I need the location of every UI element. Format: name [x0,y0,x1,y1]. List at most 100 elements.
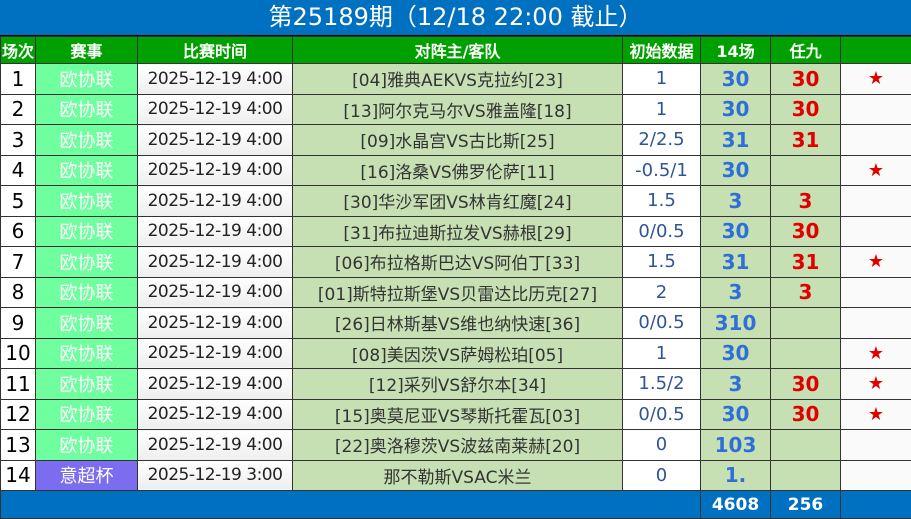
match-time: 2025-12-19 4:00 [138,399,293,430]
league: 欧协联 [36,308,138,339]
footer-r9-total: 256 [771,491,841,519]
match-time: 2025-12-19 4:00 [138,308,293,339]
initial-odds: 2 [623,277,701,308]
league: 欧协联 [36,125,138,156]
column-header: 赛事 [36,37,138,64]
pick-r9 [771,430,841,461]
star-mark-icon: ★ [841,399,911,430]
teams: [04]雅典AEKVS克拉约[23] [293,64,623,95]
league: 欧协联 [36,338,138,369]
match-time: 2025-12-19 4:00 [138,247,293,278]
pick-14: 3 [701,277,771,308]
column-header: 14场 [701,37,771,64]
league: 欧协联 [36,155,138,186]
pick-14: 1. [701,460,771,491]
column-header [841,37,911,64]
league: 欧协联 [36,216,138,247]
teams: [26]日林斯基VS维也纳快速[36] [293,308,623,339]
footer-14-total: 4608 [701,491,771,519]
match-time: 2025-12-19 4:00 [138,430,293,461]
pick-14: 3 [701,186,771,217]
league: 欧协联 [36,94,138,125]
column-header: 场次 [1,37,36,64]
match-number: 13 [1,430,36,461]
match-number: 14 [1,460,36,491]
star-mark [841,186,911,217]
star-mark [841,94,911,125]
pick-14: 30 [701,155,771,186]
pick-r9: 3 [771,186,841,217]
league: 欧协联 [36,277,138,308]
league: 欧协联 [36,247,138,278]
star-mark-icon: ★ [841,369,911,400]
match-number: 6 [1,216,36,247]
pick-r9: 30 [771,64,841,95]
pick-14: 30 [701,94,771,125]
initial-odds: 0/0.5 [623,308,701,339]
teams: [30]华沙军团VS林肯红魔[24] [293,186,623,217]
initial-odds: 1 [623,338,701,369]
initial-odds: 1 [623,64,701,95]
match-time: 2025-12-19 3:00 [138,460,293,491]
match-number: 8 [1,277,36,308]
league: 欧协联 [36,64,138,95]
initial-odds: 0/0.5 [623,216,701,247]
initial-odds: 0/0.5 [623,399,701,430]
match-time: 2025-12-19 4:00 [138,94,293,125]
pick-14: 310 [701,308,771,339]
initial-odds: -0.5/1 [623,155,701,186]
teams: [12]采列VS舒尔本[34] [293,369,623,400]
match-number: 10 [1,338,36,369]
pick-14: 3 [701,369,771,400]
teams: [15]奥莫尼亚VS琴斯托霍瓦[03] [293,399,623,430]
initial-odds: 0 [623,460,701,491]
star-mark [841,430,911,461]
match-time: 2025-12-19 4:00 [138,338,293,369]
teams: [06]布拉格斯巴达VS阿伯丁[33] [293,247,623,278]
pick-14: 30 [701,399,771,430]
pick-r9 [771,308,841,339]
page-title: 第25189期（12/18 22:00 截止） [0,0,911,36]
footer-spacer [1,491,701,519]
star-mark-icon: ★ [841,64,911,95]
initial-odds: 2/2.5 [623,125,701,156]
pick-r9 [771,460,841,491]
column-header: 比赛时间 [138,37,293,64]
footer-row: 4608 256 [1,491,911,519]
initial-odds: 0 [623,430,701,461]
footer-blank [841,491,911,519]
star-mark [841,125,911,156]
pick-r9: 31 [771,247,841,278]
match-time: 2025-12-19 4:00 [138,369,293,400]
match-time: 2025-12-19 4:00 [138,186,293,217]
initial-odds: 1.5 [623,247,701,278]
initial-odds: 1 [623,94,701,125]
match-time: 2025-12-19 4:00 [138,277,293,308]
star-mark-icon: ★ [841,338,911,369]
teams: [08]美因茨VS萨姆松珀[05] [293,338,623,369]
teams: [13]阿尔克马尔VS雅盖隆[18] [293,94,623,125]
pick-14: 30 [701,64,771,95]
star-mark [841,216,911,247]
match-time: 2025-12-19 4:00 [138,64,293,95]
teams: [01]斯特拉斯堡VS贝雷达比历克[27] [293,277,623,308]
pick-r9: 3 [771,277,841,308]
teams: [22]奥洛穆茨VS波兹南莱赫[20] [293,430,623,461]
match-number: 7 [1,247,36,278]
star-mark [841,277,911,308]
teams: [31]布拉迪斯拉发VS赫根[29] [293,216,623,247]
pick-14: 30 [701,216,771,247]
